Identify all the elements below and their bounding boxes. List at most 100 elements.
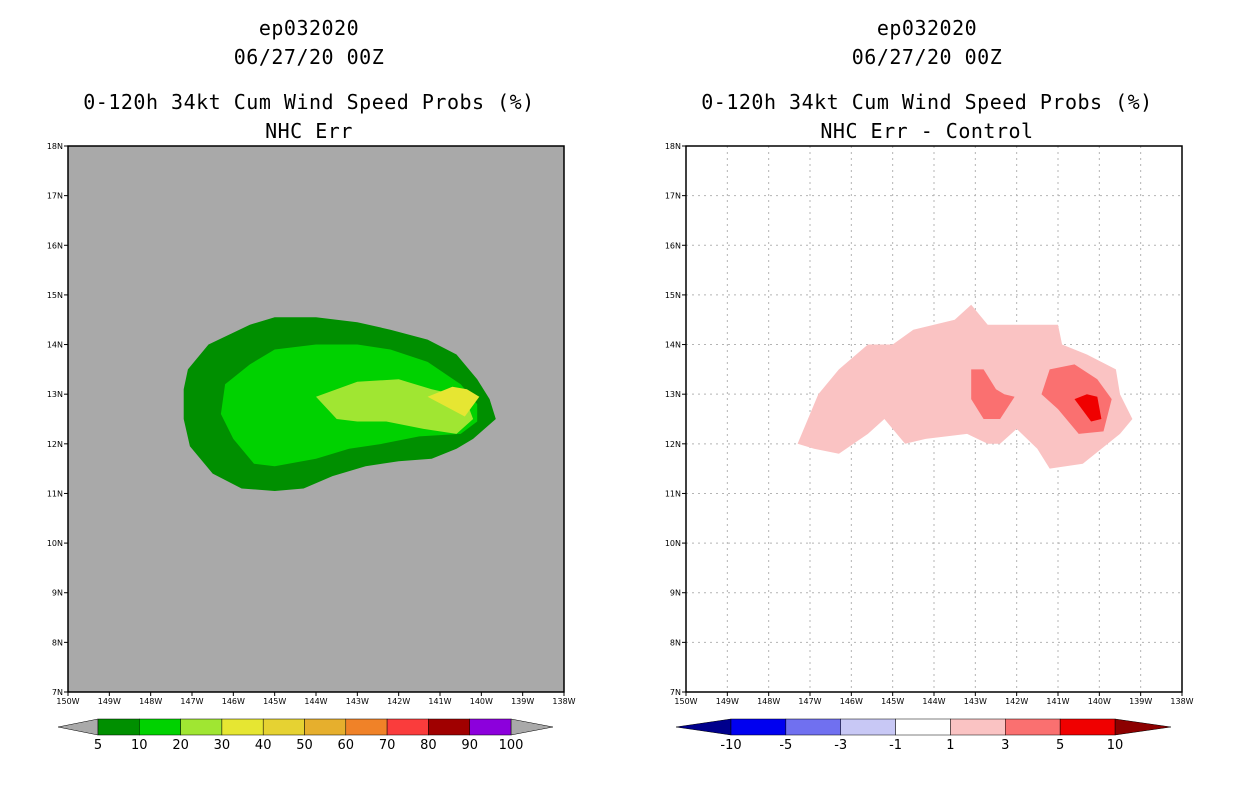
right-y-tick-label: 16N xyxy=(665,241,681,250)
right-x-tick-label: 147W xyxy=(798,697,821,706)
left-y-tick-label: 14N xyxy=(47,341,63,350)
right-colorbar-label: -3 xyxy=(834,738,847,753)
right-x-tick-label: 139W xyxy=(1129,697,1152,706)
right-contour-1-3 xyxy=(797,304,1133,469)
left-x-tick-label: 140W xyxy=(470,697,493,706)
right-title-line-2: 06/27/20 00Z xyxy=(851,45,1003,69)
left-y-tick-label: 11N xyxy=(47,489,63,498)
right-colorbar-swatch xyxy=(785,718,841,736)
left-colorbar-label: 40 xyxy=(255,738,272,753)
right-colorbar-swatch xyxy=(950,718,1006,736)
right-contour-5-10 xyxy=(1074,394,1102,422)
right-x-tick-label: 146W xyxy=(840,697,863,706)
left-colorbar-swatch xyxy=(180,718,223,736)
left-x-tick-label: 143W xyxy=(346,697,369,706)
left-subtitle-line-2: NHC Err xyxy=(265,119,353,143)
left-colorbar-label: 90 xyxy=(461,738,478,753)
right-y-tick-label: 14N xyxy=(665,341,681,350)
left-y-tick-label: 8N xyxy=(52,638,63,647)
right-y-tick-label: 17N xyxy=(665,192,681,201)
right-x-tick-label: 149W xyxy=(716,697,739,706)
left-colorbar-label: 30 xyxy=(214,738,231,753)
left-y-tick-label: 18N xyxy=(47,142,63,151)
left-y-tick-label: 15N xyxy=(47,291,63,300)
right-x-tick-label: 145W xyxy=(881,697,904,706)
right-colorbar-label: -5 xyxy=(779,738,792,753)
left-y-tick-label: 9N xyxy=(52,589,63,598)
left-colorbar-label: 5 xyxy=(94,738,102,753)
left-colorbar-label: 100 xyxy=(499,738,524,753)
left-y-tick-label: 17N xyxy=(47,192,63,201)
right-y-tick-label: 15N xyxy=(665,291,681,300)
left-x-tick-label: 147W xyxy=(180,697,203,706)
left-y-tick-label: 7N xyxy=(52,688,63,697)
right-x-tick-label: 143W xyxy=(964,697,987,706)
right-colorbar-swatch xyxy=(1005,718,1061,736)
left-colorbar-label: 70 xyxy=(379,738,396,753)
left-colorbar-swatch xyxy=(139,718,181,736)
left-colorbar-swatch xyxy=(221,718,264,736)
left-title-line-2: 06/27/20 00Z xyxy=(233,45,385,69)
right-x-tick-label: 144W xyxy=(922,697,945,706)
left-y-tick-label: 10N xyxy=(47,539,63,548)
left-x-tick-label: 142W xyxy=(387,697,410,706)
right-title-line-1: ep032020 xyxy=(876,16,978,40)
right-colorbar-swatch xyxy=(840,718,896,736)
left-x-tick-label: 138W xyxy=(552,697,575,706)
left-contour-20-30 xyxy=(316,379,474,434)
left-x-tick-label: 141W xyxy=(428,697,451,706)
left-y-tick-label: 13N xyxy=(47,390,63,399)
right-colorbar-left-arrow xyxy=(675,718,732,736)
left-x-tick-label: 149W xyxy=(98,697,121,706)
right-subtitle-line-1: 0-120h 34kt Cum Wind Speed Probs (%) xyxy=(701,90,1153,114)
right-y-tick-label: 8N xyxy=(670,638,681,647)
left-colorbar-swatch xyxy=(97,718,140,736)
right-x-tick-label: 141W xyxy=(1046,697,1069,706)
right-colorbar-label: 5 xyxy=(1056,738,1064,753)
left-y-tick-label: 16N xyxy=(47,241,63,250)
left-colorbar-label: 20 xyxy=(172,738,189,753)
left-colorbar-swatch xyxy=(386,718,429,736)
left-subtitle-line-1: 0-120h 34kt Cum Wind Speed Probs (%) xyxy=(83,90,535,114)
right-y-tick-label: 11N xyxy=(665,489,681,498)
left-colorbar-swatch xyxy=(304,718,347,736)
left-title-line-1: ep032020 xyxy=(258,16,360,40)
right-subtitle-line-2: NHC Err - Control xyxy=(820,119,1034,143)
right-colorbar-swatch xyxy=(895,718,951,736)
right-x-tick-label: 142W xyxy=(1005,697,1028,706)
right-y-tick-label: 13N xyxy=(665,390,681,399)
right-colorbar-label: 3 xyxy=(1001,738,1009,753)
left-x-tick-label: 144W xyxy=(304,697,327,706)
right-x-tick-label: 140W xyxy=(1088,697,1111,706)
left-colorbar-right-arrow xyxy=(510,718,554,736)
left-colorbar-swatch xyxy=(345,718,388,736)
right-colorbar-right-arrow xyxy=(1114,718,1172,736)
right-colorbar-label: 10 xyxy=(1107,738,1124,753)
right-colorbar-label: -1 xyxy=(889,738,902,753)
left-colorbar-label: 10 xyxy=(131,738,148,753)
left-x-tick-label: 148W xyxy=(139,697,162,706)
left-x-tick-label: 145W xyxy=(263,697,286,706)
right-x-tick-label: 138W xyxy=(1170,697,1193,706)
left-x-tick-label: 146W xyxy=(222,697,245,706)
left-x-tick-label: 139W xyxy=(511,697,534,706)
left-x-tick-label: 150W xyxy=(56,697,79,706)
right-y-tick-label: 12N xyxy=(665,440,681,449)
left-colorbar-label: 50 xyxy=(296,738,313,753)
left-colorbar-label: 60 xyxy=(338,738,355,753)
right-y-tick-label: 7N xyxy=(670,688,681,697)
left-colorbar-swatch xyxy=(428,718,470,736)
left-contour-30-40 xyxy=(427,386,480,417)
right-contour-3-5 xyxy=(971,369,1015,419)
right-y-tick-label: 18N xyxy=(665,142,681,151)
right-x-tick-label: 150W xyxy=(674,697,697,706)
right-x-tick-label: 148W xyxy=(757,697,780,706)
left-colorbar-swatch xyxy=(469,718,512,736)
left-colorbar-swatch xyxy=(262,718,305,736)
right-colorbar-label: 1 xyxy=(946,738,954,753)
right-colorbar-swatch xyxy=(1059,718,1116,736)
right-colorbar-swatch xyxy=(730,718,787,736)
right-y-tick-label: 10N xyxy=(665,539,681,548)
left-colorbar-label: 80 xyxy=(420,738,437,753)
